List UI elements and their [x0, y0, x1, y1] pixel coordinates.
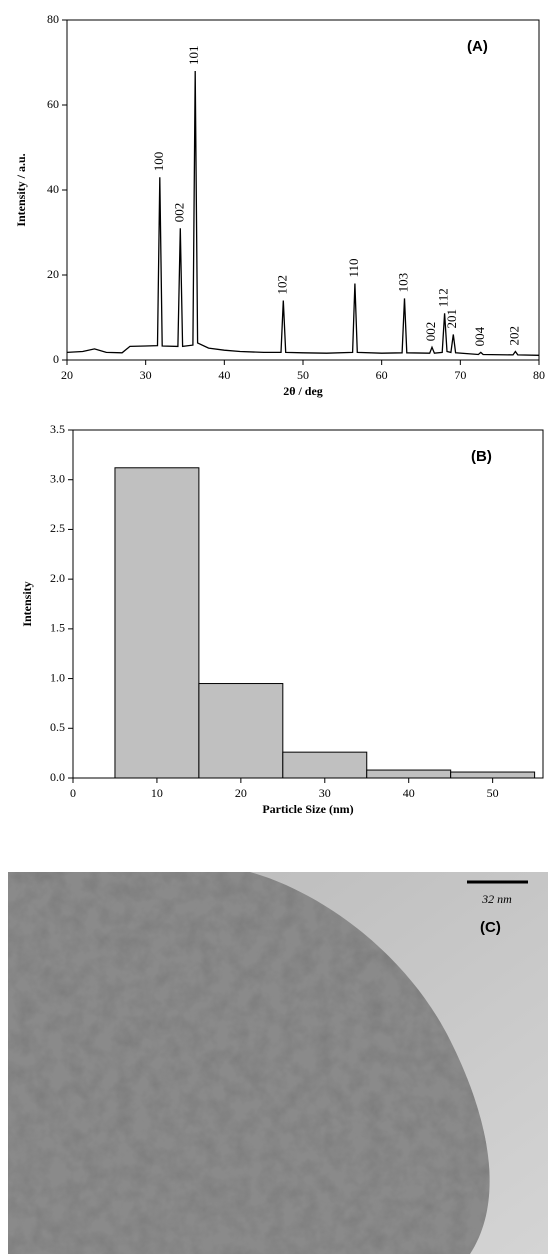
y-tick-label: 0	[53, 352, 59, 366]
tem-image: 32 nm (C)	[8, 872, 548, 1254]
panel-label: (C)	[480, 919, 501, 936]
scale-label: 32 nm	[481, 892, 512, 906]
bar	[198, 683, 284, 779]
x-tick-label: 30	[319, 786, 331, 800]
x-tick-label: 40	[403, 786, 415, 800]
peak-label: 002	[171, 203, 186, 223]
peak-label: 100	[151, 152, 166, 172]
plot-frame	[66, 19, 540, 361]
y-axis-label: Intensity	[20, 581, 34, 626]
peak-label: 103	[395, 273, 410, 293]
y-tick-label: 2.5	[50, 521, 65, 535]
y-tick-label: 1.5	[50, 621, 65, 635]
y-tick-label: 60	[47, 97, 59, 111]
y-tick-label: 0.0	[50, 770, 65, 784]
panel-label: (A)	[467, 38, 488, 55]
y-tick-label: 0.5	[50, 720, 65, 734]
bar	[450, 771, 536, 779]
y-tick-label: 3.5	[50, 422, 65, 436]
peak-label: 004	[472, 326, 487, 346]
bar	[282, 751, 368, 779]
peak-label: 110	[346, 258, 361, 277]
x-tick-label: 40	[218, 368, 230, 382]
y-tick-label: 40	[47, 182, 59, 196]
x-tick-label: 80	[533, 368, 545, 382]
bar	[366, 769, 452, 779]
peak-label: 102	[274, 275, 289, 295]
x-tick-label: 10	[151, 786, 163, 800]
bar	[114, 467, 200, 779]
particle-texture	[8, 872, 490, 1254]
y-axis-label: Intensity / a.u.	[14, 153, 28, 226]
panel-label: (B)	[471, 448, 492, 465]
x-tick-label: 70	[454, 368, 466, 382]
x-tick-label: 60	[376, 368, 388, 382]
peak-label: 101	[186, 46, 201, 66]
x-tick-label: 0	[70, 786, 76, 800]
peak-label: 201	[444, 309, 459, 329]
y-tick-label: 1.0	[50, 670, 65, 684]
peak-label: 202	[506, 326, 521, 346]
peak-label: 112	[436, 288, 451, 307]
x-axis-label: 2θ / deg	[283, 384, 323, 398]
x-tick-label: 30	[140, 368, 152, 382]
x-tick-label: 50	[487, 786, 499, 800]
peak-label: 002	[423, 322, 438, 342]
x-tick-label: 50	[297, 368, 309, 382]
plot-frame	[72, 429, 544, 779]
x-tick-label: 20	[61, 368, 73, 382]
y-tick-label: 80	[47, 12, 59, 26]
x-axis-label: Particle Size (nm)	[262, 802, 353, 816]
y-tick-label: 2.0	[50, 571, 65, 585]
x-tick-label: 20	[235, 786, 247, 800]
y-tick-label: 3.0	[50, 471, 65, 485]
y-tick-label: 20	[47, 267, 59, 281]
xrd-line	[66, 70, 540, 356]
